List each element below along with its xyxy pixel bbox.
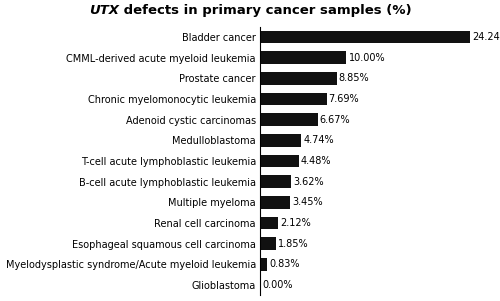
Text: 7.69%: 7.69% bbox=[328, 94, 360, 104]
Bar bbox=[260, 93, 326, 105]
Bar bbox=[260, 134, 301, 147]
Text: 0.00%: 0.00% bbox=[262, 280, 292, 290]
Bar bbox=[260, 31, 470, 43]
Text: 2.12%: 2.12% bbox=[280, 218, 311, 228]
Text: 8.85%: 8.85% bbox=[338, 73, 370, 83]
Bar bbox=[260, 258, 267, 271]
Bar bbox=[260, 72, 336, 85]
Bar bbox=[260, 175, 292, 188]
Text: 3.45%: 3.45% bbox=[292, 197, 322, 207]
Text: defects in primary cancer samples (%): defects in primary cancer samples (%) bbox=[118, 4, 412, 17]
Text: 24.24%: 24.24% bbox=[472, 32, 500, 42]
Text: 1.85%: 1.85% bbox=[278, 239, 309, 249]
Text: 0.83%: 0.83% bbox=[270, 259, 300, 269]
Bar bbox=[260, 196, 290, 209]
Bar bbox=[260, 237, 276, 250]
Text: 3.62%: 3.62% bbox=[294, 177, 324, 187]
Text: 4.48%: 4.48% bbox=[301, 156, 332, 166]
Bar bbox=[260, 113, 318, 126]
Bar bbox=[260, 155, 298, 167]
Text: 6.67%: 6.67% bbox=[320, 115, 350, 125]
Text: UTX: UTX bbox=[88, 4, 118, 17]
Text: 10.00%: 10.00% bbox=[348, 53, 386, 63]
Bar bbox=[260, 51, 346, 64]
Bar bbox=[260, 217, 278, 229]
Text: 4.74%: 4.74% bbox=[303, 135, 334, 145]
